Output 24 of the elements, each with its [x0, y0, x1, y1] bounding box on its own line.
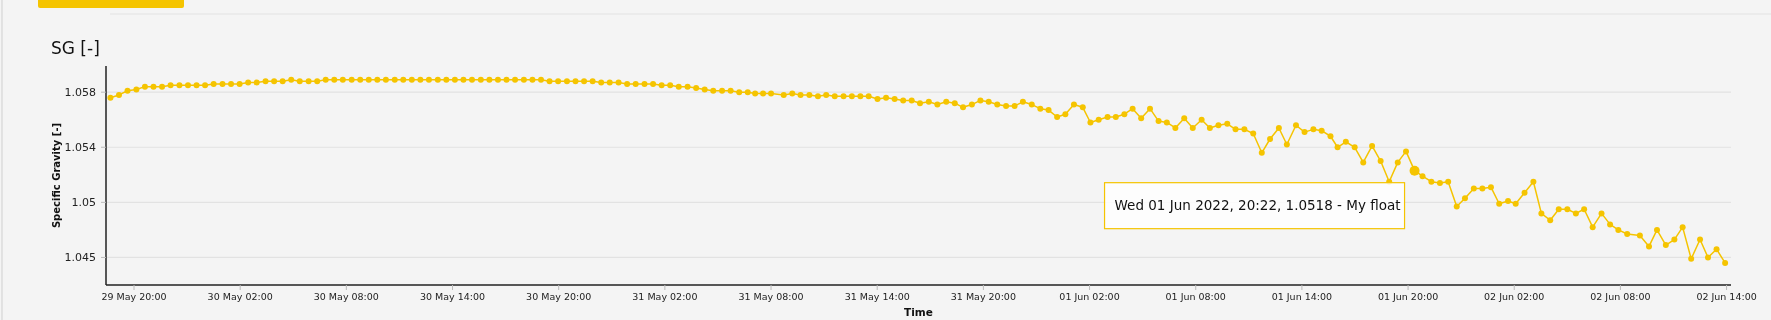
x-tick-label: 30 May 20:00: [526, 291, 592, 302]
y-tick-label: 1.058: [64, 86, 96, 100]
chart-title: SG [-]: [51, 38, 100, 58]
x-tick-label: 31 May 08:00: [738, 291, 804, 302]
x-tick-label: 30 May 02:00: [207, 291, 273, 302]
y-tick-label: 1.05: [71, 196, 96, 210]
x-tick-label: 02 Jun 14:00: [1696, 291, 1757, 302]
x-tick-label: 01 Jun 14:00: [1271, 291, 1333, 302]
x-tick-label: 31 May 02:00: [632, 291, 698, 302]
y-tick-label: 1.045: [64, 251, 96, 265]
x-tick-label: 01 Jun 20:00: [1377, 291, 1439, 302]
x-tick-label: 02 Jun 08:00: [1590, 291, 1651, 302]
x-tick-label: 30 May 08:00: [313, 291, 379, 302]
x-tick-label: 01 Jun 08:00: [1165, 291, 1226, 302]
y-axis-title: Specific Gravity [-]: [51, 122, 62, 229]
x-tick-label: 01 Jun 02:00: [1059, 291, 1120, 302]
x-tick-label: 31 May 14:00: [844, 291, 910, 302]
x-tick-label: 31 May 20:00: [950, 291, 1016, 302]
annotation: Wed 01 Jun 2022, 20:22, 1.0518 - My float: [1114, 197, 1401, 214]
x-tick-label: 30 May 14:00: [419, 291, 486, 302]
x-tick-label: 29 May 20:00: [101, 291, 167, 302]
x-tick-label: 02 Jun 02:00: [1484, 291, 1545, 302]
x-axis-title: Time: [904, 306, 933, 318]
y-tick-label: 1.054: [64, 141, 96, 155]
